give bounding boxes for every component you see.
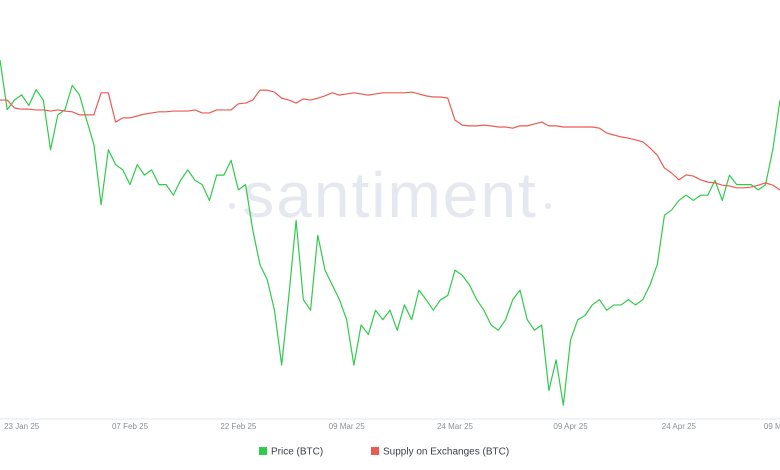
- series-line: [0, 89, 780, 191]
- x-tick-label: 22 Feb 25: [220, 422, 257, 431]
- series-line: [0, 59, 780, 406]
- legend-label: Supply on Exchanges (BTC): [383, 447, 509, 458]
- watermark-dot: [229, 203, 235, 209]
- x-tick-label: 23 Jan 25: [4, 422, 40, 431]
- x-tick-label: 24 Apr 25: [662, 422, 697, 431]
- x-tick-label: 07 Feb 25: [112, 422, 149, 431]
- legend-swatch: [259, 447, 267, 455]
- legend-label: Price (BTC): [271, 447, 323, 458]
- x-tick-label: 24 Mar 25: [437, 422, 474, 431]
- watermark: santiment: [242, 159, 537, 231]
- watermark-dot: [545, 203, 551, 209]
- legend-swatch: [371, 447, 379, 455]
- x-tick-label: 09 M: [764, 422, 780, 431]
- x-tick-label: 09 Mar 25: [329, 422, 366, 431]
- x-tick-label: 09 Apr 25: [553, 422, 588, 431]
